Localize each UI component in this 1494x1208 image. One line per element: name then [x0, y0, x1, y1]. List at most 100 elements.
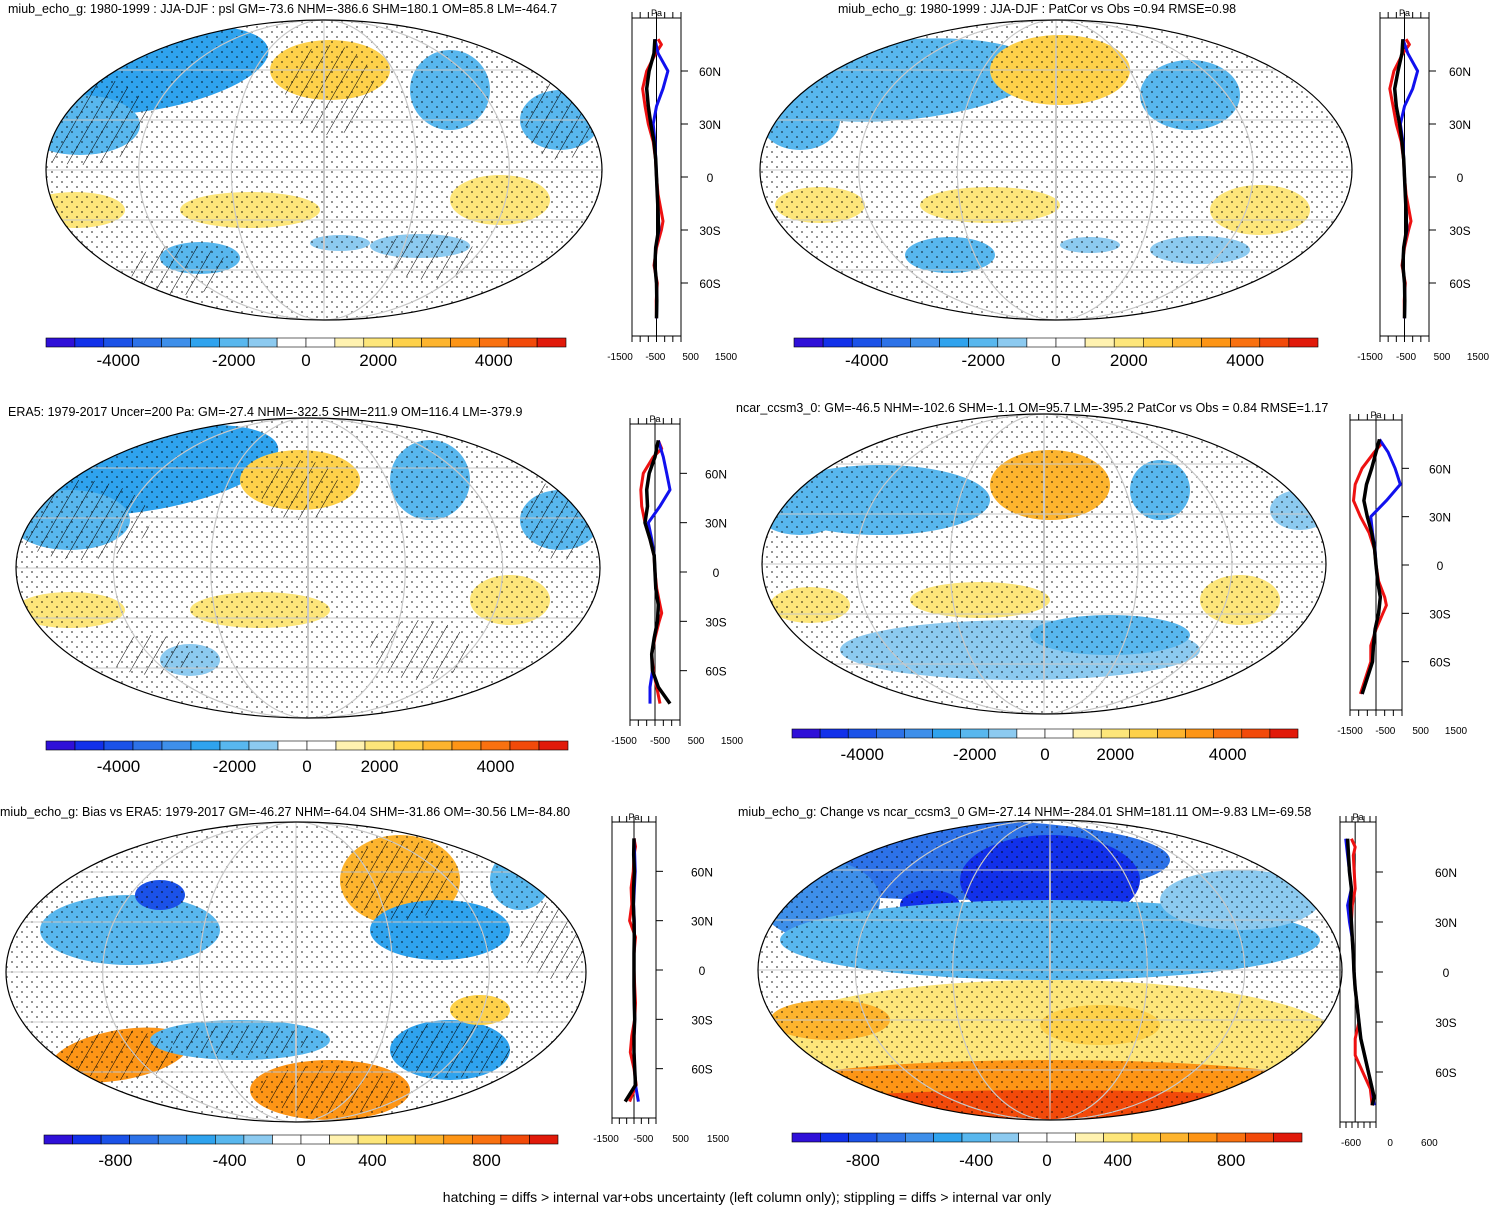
panel-title: miub_echo_g: 1980-1999 : JJA-DJF : PatCo… [838, 2, 1236, 16]
colorbar-tick-label: -2000 [212, 351, 255, 370]
profile-y-label: 60S [1429, 656, 1450, 670]
hatching-region [390, 1022, 510, 1078]
colorbar-swatch [507, 337, 538, 348]
colorbar-swatch [132, 337, 162, 348]
colorbar-swatch [1129, 728, 1158, 739]
longitude-gridline [102, 822, 490, 1122]
profile-y-label: 60N [1449, 65, 1471, 79]
longitude-gridline [855, 414, 1233, 714]
colorbar-swatch [277, 740, 308, 751]
colorbar-tick-label: 0 [1042, 1151, 1051, 1170]
profile-y-label: 60S [699, 277, 720, 291]
colorbar-swatch [1018, 1132, 1048, 1143]
map-field [762, 414, 1326, 714]
colorbar: -4000 -2000 0 2000 4000 [45, 337, 567, 370]
map-outline [45, 19, 603, 321]
profile-x-label: -500 [645, 352, 665, 363]
colorbar-swatch [848, 1132, 878, 1143]
colorbar-tick-label: 400 [1104, 1151, 1132, 1170]
colorbar-swatch [219, 740, 250, 751]
panel-2: miub_echo_g: 1980-1999 : JJA-DJF : PatCo… [759, 2, 1490, 370]
colorbar-swatch [1075, 1132, 1104, 1143]
map-field [758, 820, 1342, 1120]
longitude-gridline [854, 820, 1246, 1120]
longitude-gridline [323, 20, 325, 320]
zonal-profile: 60N 30N 0 30S 60S Pa -1500 -500 500 1500 [611, 414, 743, 747]
colorbar-swatch [1026, 337, 1057, 348]
profile-series-black [1360, 438, 1383, 695]
colorbar-tick-label: 2000 [1096, 745, 1134, 764]
profile-x-label: 500 [1434, 352, 1451, 363]
profile-series-black [1345, 838, 1376, 1106]
longitude-gridline [952, 820, 1148, 1120]
profile-y-label: 60N [1429, 462, 1451, 476]
colorbar-swatch [904, 728, 933, 739]
profile-y-label: 30S [1435, 1016, 1456, 1030]
profile-y-label: 30N [699, 118, 721, 132]
profile-x-label: 1500 [715, 352, 738, 363]
map-field [760, 20, 1352, 320]
colorbar-swatch [1259, 337, 1290, 348]
colorbar-swatch [1241, 728, 1271, 739]
profile-x-label: 500 [682, 352, 699, 363]
colorbar-tick-label: 0 [302, 757, 311, 776]
profile-y-label: 60S [691, 1063, 712, 1077]
colorbar-swatch [876, 728, 905, 739]
profile-y-label: 30N [1435, 916, 1457, 930]
colorbar-swatch [1016, 728, 1046, 739]
profile-x-label: 500 [688, 736, 705, 747]
colorbar-swatch [450, 337, 480, 348]
colorbar-swatch [881, 337, 911, 348]
profile-y-label: 30N [1429, 511, 1451, 525]
profile-x-label: -600 [1341, 1138, 1361, 1149]
colorbar-swatch [1100, 728, 1130, 739]
profile-series-black [643, 440, 672, 705]
hatching-region [370, 620, 470, 680]
colorbar-swatch [1172, 337, 1202, 348]
colorbar-tick-label: -4000 [845, 351, 888, 370]
colorbar: -4000 -2000 0 2000 4000 [791, 728, 1299, 764]
profile-y-label: 0 [713, 566, 720, 580]
profile-y-label: 30N [705, 517, 727, 531]
colorbar-tick-label: -4000 [841, 745, 884, 764]
colorbar-swatch [1201, 337, 1231, 348]
colorbar-swatch [305, 337, 336, 348]
colorbar-swatch [329, 1134, 359, 1145]
profile-y-label: 60S [705, 665, 726, 679]
colorbar-swatch [529, 1134, 559, 1145]
profile-y-label: 30N [691, 915, 713, 929]
colorbar-swatch [480, 740, 511, 751]
colorbar-swatch [45, 740, 76, 751]
colorbar-tick-label: -2000 [213, 757, 256, 776]
map-outline [757, 819, 1343, 1121]
colorbar-swatch [364, 740, 395, 751]
profile-y-label: 0 [1457, 171, 1464, 185]
profile-units-label: Pa [1370, 410, 1381, 420]
colorbar-swatch [363, 337, 393, 348]
colorbar-swatch [933, 1132, 963, 1143]
profile-units-label: Pa [628, 812, 639, 822]
profile-y-label: 60S [1435, 1066, 1456, 1080]
colorbar-swatch [272, 1134, 302, 1145]
colorbar-swatch [190, 740, 221, 751]
colorbar: -4000 -2000 0 2000 4000 [793, 337, 1319, 370]
colorbar-swatch [248, 740, 279, 751]
colorbar-tick-label: -4000 [97, 757, 140, 776]
longitude-gridline [956, 20, 1156, 320]
zonal-profile: 60N 30N 0 30S 60S Pa -1500 -500 500 1500 [1337, 410, 1467, 737]
colorbar-swatch [819, 728, 849, 739]
panel-title: ERA5: 1979-2017 Uncer=200 Pa: GM=-27.4 N… [8, 405, 522, 419]
profile-series-red [1388, 38, 1413, 319]
colorbar-swatch [443, 1134, 473, 1145]
longitude-gridline [230, 20, 418, 320]
colorbar-swatch [219, 337, 249, 348]
longitude-gridline [138, 20, 510, 320]
colorbar-tick-label: -800 [846, 1151, 880, 1170]
profile-units-label: Pa [649, 414, 660, 424]
profile-series-red [641, 38, 665, 319]
colorbar-tick-label: -400 [213, 1151, 247, 1170]
colorbar-tick-label: 4000 [477, 757, 515, 776]
profile-y-label: 30S [705, 615, 726, 629]
colorbar-tick-label: -800 [98, 1151, 132, 1170]
